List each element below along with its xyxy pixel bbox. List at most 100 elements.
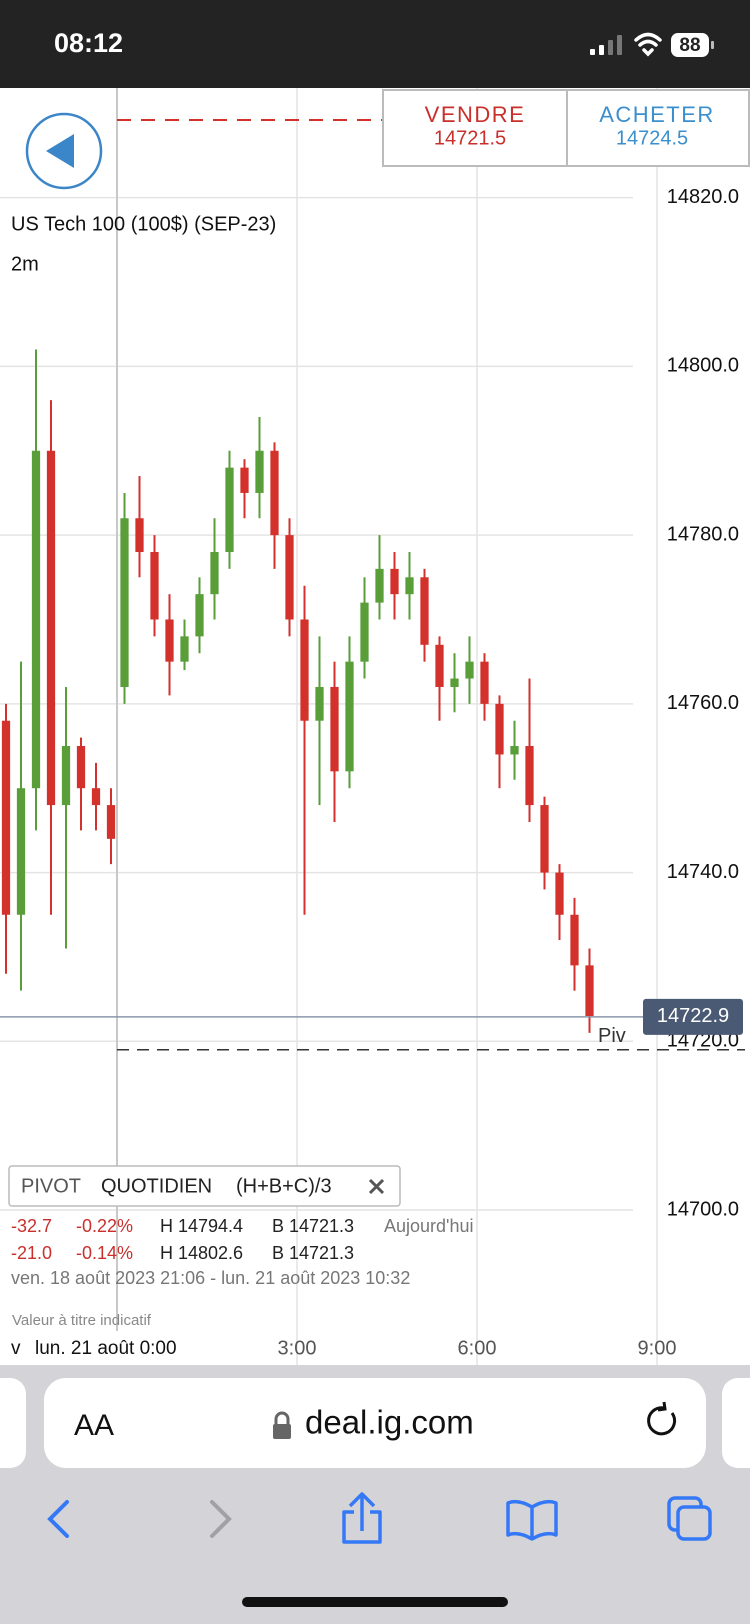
nav-forward[interactable] — [210, 1500, 232, 1538]
candle-body — [435, 644, 444, 687]
candle-body — [345, 661, 354, 772]
candle-body — [285, 535, 294, 620]
candle-body — [480, 661, 489, 704]
candle-body — [465, 661, 474, 679]
cursor-label-bg — [0, 1331, 210, 1365]
y-tick-label: 14800.0 — [667, 355, 739, 377]
cursor-date: lun. 21 août 0:00 — [35, 1338, 177, 1359]
stat-high: H 14794.4 — [160, 1216, 243, 1236]
signal-icon — [590, 35, 622, 55]
disclaimer: Valeur à titre indicatif — [12, 1312, 152, 1329]
candle-body — [450, 678, 459, 687]
candle-body — [195, 594, 204, 637]
candle-body — [76, 746, 86, 789]
candle-body — [360, 602, 369, 662]
candle-body — [31, 450, 41, 789]
pivot-period: QUOTIDIEN — [101, 1175, 212, 1197]
x-tick-label: 3:00 — [278, 1337, 317, 1359]
candle-body — [525, 746, 534, 806]
candle-body — [91, 788, 101, 806]
candle-body — [375, 568, 384, 603]
candle-body — [150, 551, 159, 620]
candle-body — [165, 619, 174, 662]
text-size-button[interactable]: AA — [74, 1409, 114, 1442]
chart-title: US Tech 100 (100$) (SEP-23) — [11, 213, 276, 235]
tabs-icon[interactable] — [676, 1505, 712, 1541]
stat-change: -32.7 — [11, 1216, 52, 1236]
chart-interval: 2m — [11, 253, 39, 275]
buy-label: ACHETER — [599, 102, 715, 127]
candle-body — [405, 577, 414, 595]
candle-body — [210, 551, 219, 595]
reload-icon[interactable] — [647, 1401, 677, 1436]
sell-button[interactable] — [382, 89, 568, 167]
battery — [671, 33, 709, 57]
candle-body — [1, 720, 11, 915]
candle-body — [106, 805, 116, 839]
sell-label: VENDRE — [425, 102, 526, 127]
bookmarks-icon[interactable] — [506, 1499, 558, 1541]
candle-body — [570, 914, 579, 966]
candle-body — [390, 568, 399, 595]
y-tick-label: 14820.0 — [667, 186, 739, 208]
status-bar — [0, 0, 750, 88]
sell-price: 14721.5 — [434, 127, 506, 149]
last-price-box — [643, 998, 743, 1035]
y-tick-label: 14760.0 — [667, 692, 739, 714]
y-tick-label: 14780.0 — [667, 523, 739, 545]
lock-icon — [273, 1411, 291, 1439]
battery-level: 88 — [679, 35, 700, 56]
candle-body — [315, 686, 324, 721]
last-price-label: 14722.9 — [657, 1005, 729, 1027]
share-icon[interactable] — [342, 1492, 382, 1544]
chart: 14700.0 14720.0 14740.0 14760.0 14780.0 14800… — [0, 88, 745, 1365]
candle-body — [16, 788, 26, 915]
prev-tab[interactable] — [0, 1378, 26, 1468]
stat-low: B 14721.3 — [272, 1216, 354, 1236]
candle-body — [330, 686, 339, 772]
x-tick-label: 6:00 — [458, 1337, 497, 1359]
cursor-marker: v — [11, 1338, 21, 1359]
wifi-icon — [634, 32, 662, 57]
y-tick-label: 14700.0 — [667, 1198, 739, 1220]
next-tab[interactable] — [722, 1378, 750, 1468]
x-tick-label: 9:00 — [638, 1337, 677, 1359]
pivot-box[interactable] — [8, 1165, 401, 1207]
stat-high: H 14802.6 — [160, 1243, 243, 1263]
battery-tip — [711, 41, 714, 49]
buy-price: 14724.5 — [616, 127, 688, 149]
candle-body — [240, 467, 249, 493]
candle-body — [180, 636, 189, 662]
nav-back[interactable] — [47, 1500, 69, 1538]
y-tick-label: 14720.0 — [667, 1030, 739, 1052]
candle-body — [495, 703, 504, 755]
candle-body — [420, 577, 429, 645]
stat-low: B 14721.3 — [272, 1243, 354, 1263]
address-bar[interactable] — [44, 1378, 706, 1468]
stat-period: Aujourd'hui — [384, 1216, 474, 1236]
date-range: ven. 18 août 2023 21:06 - lun. 21 août 2… — [11, 1268, 410, 1288]
pivot-label: Piv — [598, 1025, 626, 1047]
candle-body — [540, 805, 549, 873]
url[interactable]: deal.ig.com — [305, 1404, 474, 1441]
candle-body — [510, 746, 519, 755]
candle-body — [120, 518, 129, 687]
stat-percent: -0.14% — [76, 1243, 133, 1263]
candle-body — [555, 872, 564, 915]
buy-button[interactable] — [566, 89, 750, 167]
candle-body — [255, 450, 264, 493]
back-arrow — [46, 134, 74, 168]
candle-body — [135, 518, 144, 552]
pivot-name: PIVOT — [21, 1175, 81, 1197]
candle-body — [270, 450, 279, 536]
home-indicator — [242, 1597, 508, 1607]
y-tick-label: 14740.0 — [667, 861, 739, 883]
pivot-formula: (H+B+C)/3 — [236, 1175, 332, 1197]
candle-body — [585, 965, 594, 1016]
stat-change: -21.0 — [11, 1243, 52, 1263]
candle-body — [61, 746, 71, 806]
candle-body — [300, 619, 309, 721]
pivot-close[interactable] — [368, 1178, 385, 1195]
